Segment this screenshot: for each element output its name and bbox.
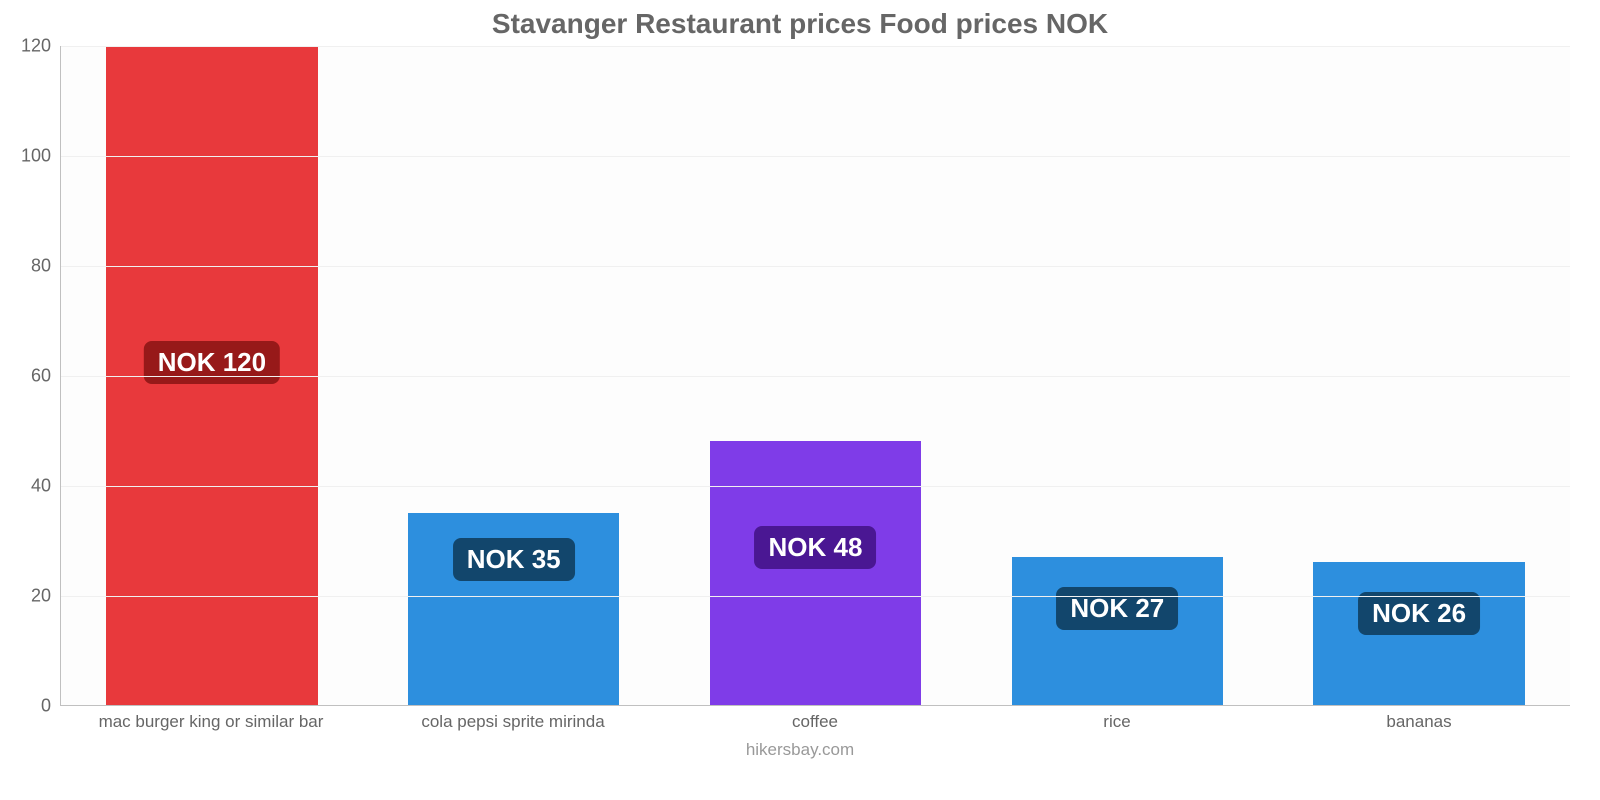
x-tick-label: cola pepsi sprite mirinda bbox=[362, 708, 664, 732]
bar: NOK 48 bbox=[710, 441, 921, 705]
value-badge: NOK 26 bbox=[1358, 592, 1480, 635]
value-badge: NOK 48 bbox=[755, 526, 877, 569]
y-tick-label: 0 bbox=[41, 696, 61, 717]
gridline bbox=[61, 486, 1570, 487]
x-tick-label: mac burger king or similar bar bbox=[60, 708, 362, 732]
plot-wrap: NOK 120NOK 35NOK 48NOK 27NOK 26 02040608… bbox=[60, 46, 1570, 706]
y-tick-label: 60 bbox=[31, 366, 61, 387]
y-tick-label: 120 bbox=[21, 36, 61, 57]
gridline bbox=[61, 376, 1570, 377]
gridline bbox=[61, 266, 1570, 267]
gridline bbox=[61, 596, 1570, 597]
chart-title: Stavanger Restaurant prices Food prices … bbox=[0, 8, 1600, 40]
value-badge: NOK 27 bbox=[1056, 587, 1178, 630]
bar: NOK 27 bbox=[1012, 557, 1223, 705]
value-badge: NOK 120 bbox=[144, 341, 280, 384]
y-tick-label: 80 bbox=[31, 256, 61, 277]
y-tick-label: 20 bbox=[31, 586, 61, 607]
bar: NOK 26 bbox=[1313, 562, 1524, 705]
bar: NOK 35 bbox=[408, 513, 619, 705]
x-tick-label: bananas bbox=[1268, 708, 1570, 732]
plot-area: NOK 120NOK 35NOK 48NOK 27NOK 26 02040608… bbox=[60, 46, 1570, 706]
y-tick-label: 100 bbox=[21, 146, 61, 167]
y-tick-label: 40 bbox=[31, 476, 61, 497]
gridline bbox=[61, 46, 1570, 47]
x-tick-label: coffee bbox=[664, 708, 966, 732]
attribution: hikersbay.com bbox=[0, 740, 1600, 760]
x-axis: mac burger king or similar barcola pepsi… bbox=[60, 708, 1570, 732]
gridline bbox=[61, 156, 1570, 157]
x-tick-label: rice bbox=[966, 708, 1268, 732]
chart-container: Stavanger Restaurant prices Food prices … bbox=[0, 0, 1600, 800]
value-badge: NOK 35 bbox=[453, 538, 575, 581]
